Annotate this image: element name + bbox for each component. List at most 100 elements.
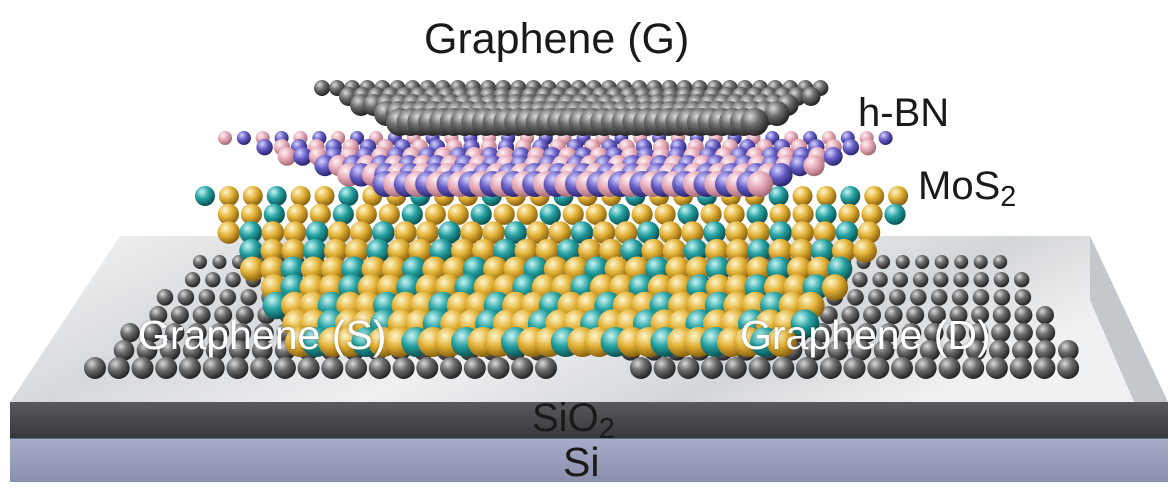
sulfur-atom [853,238,877,263]
sulfur-atom [659,221,682,244]
carbon-atom [1057,357,1080,379]
sulfur-atom [300,256,326,282]
sio2-layer [10,402,1168,438]
carbon-atom [273,357,296,379]
sulfur-atom [261,221,285,244]
carbon-atom [142,323,162,343]
carbon-atom [740,108,769,136]
carbon-atom [896,340,918,361]
carbon-atom [487,357,510,379]
carbon-atom [850,340,872,361]
carbon-atom [321,357,344,379]
sulfur-atom [864,186,885,206]
molybdenum-atom [305,221,329,244]
carbon-atom [827,340,849,361]
carbon-atom [973,255,988,269]
molybdenum-atom [493,238,518,263]
carbon-atom [149,306,168,324]
sulfur-atom [355,203,377,225]
carbon-atom [946,323,966,343]
sio2-label: SiO2 [532,396,615,446]
carbon-atom [212,255,227,269]
carbon-atom [873,340,895,361]
carbon-atom [724,357,747,379]
sulfur-atom [394,221,417,244]
molybdenum-atom [470,203,492,225]
carbon-atom [895,255,910,269]
sulfur-atom [700,203,722,225]
sulfur-atom [493,203,515,225]
sulfur-atom [861,203,883,225]
sulfur-atom [324,238,348,263]
sulfur-atom [792,203,814,225]
sulfur-atom [535,238,560,263]
carbon-atom [113,340,135,361]
molybdenum-atom [504,221,527,244]
carbon-atom [1013,323,1033,343]
carbon-atom [231,323,252,343]
sulfur-atom [516,203,538,225]
carbon-atom [934,255,949,269]
carbon-atom [1009,357,1032,379]
sulfur-atom [769,203,791,225]
carbon-atom [701,357,724,379]
boron-atom [277,147,297,166]
sulfur-atom [816,186,837,206]
molybdenum-atom [539,203,561,225]
carbon-atom [772,357,795,379]
molybdenum-atom [195,186,215,206]
sulfur-atom [614,221,638,244]
molybdenum-atom [790,309,820,339]
sulfur-atom [766,327,797,357]
carbon-atom [973,272,989,288]
carbon-atom [954,255,969,269]
carbon-atom [219,289,237,306]
nitrogen-atom [293,147,312,166]
sulfur-atom [548,221,572,244]
carbon-atom [906,306,925,324]
carbon-atom [942,340,964,361]
carbon-atom [847,289,864,306]
boron-atom [218,131,232,145]
carbon-atom [155,357,178,379]
sulfur-atom [460,221,483,244]
molybdenum-atom [677,203,699,225]
carbon-atom [184,272,201,288]
carbon-atom [1035,323,1056,343]
carbon-atom [297,357,320,379]
molybdenum-atom [835,221,859,244]
carbon-atom [535,357,557,379]
nitrogen-atom [823,147,843,166]
sulfur-atom [725,221,748,244]
carbon-atom [915,255,930,269]
sulfur-atom [631,203,653,225]
molybdenum-atom [438,221,461,244]
nitrogen-atom [769,163,793,187]
sulfur-atom [240,203,262,225]
carbon-atom [863,306,881,324]
carbon-atom [198,289,216,306]
carbon-atom [938,357,961,379]
nitrogen-atom [256,139,273,156]
sulfur-atom [217,203,239,225]
carbon-atom [192,306,211,324]
nitrogen-atom [236,131,251,145]
sulfur-atom [821,274,849,301]
graphene-drain-label: Graphene (D) [740,312,991,358]
sulfur-atom [472,238,496,263]
boron-atom [859,139,877,156]
sulfur-atom [723,203,745,225]
carbon-atom [187,323,207,343]
atom-layers [84,80,1080,379]
sulfur-atom [281,238,306,263]
sulfur-atom [416,221,439,244]
graphene-source-label: Graphene (S) [138,312,387,358]
carbon-atom [841,306,860,324]
carbon-atom [1014,289,1032,306]
carbon-atom [1033,357,1056,379]
graphene-gate-label: Graphene (G) [424,15,690,63]
carbon-atom [801,87,821,106]
sulfur-atom [791,221,814,244]
si-layer [10,438,1168,482]
